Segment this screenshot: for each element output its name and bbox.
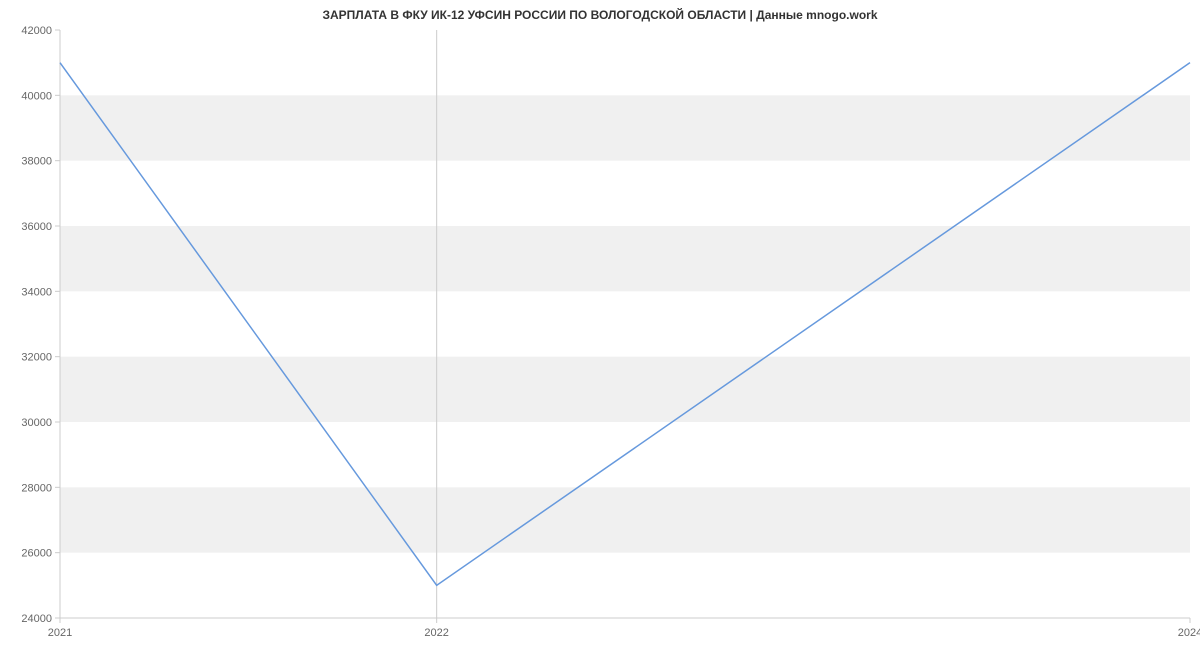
x-tick-label: 2022 [424,627,448,639]
y-tick-label: 42000 [21,25,52,37]
y-tick-label: 40000 [21,90,52,102]
grid-band [60,487,1190,552]
y-tick-label: 30000 [21,417,52,429]
y-tick-label: 28000 [21,482,52,494]
grid-band [60,357,1190,422]
x-tick-label: 2024 [1178,627,1200,639]
y-tick-label: 38000 [21,156,52,168]
y-tick-label: 32000 [21,352,52,364]
y-tick-label: 26000 [21,548,52,560]
grid-band [60,95,1190,160]
y-tick-label: 34000 [21,286,52,298]
x-tick-label: 2021 [48,627,72,639]
line-chart: 24000 26000 28000 30000 32000 34000 36000 38000… [0,0,1200,650]
y-tick-label: 36000 [21,221,52,233]
y-tick-label: 24000 [21,613,52,625]
grid-band [60,226,1190,291]
